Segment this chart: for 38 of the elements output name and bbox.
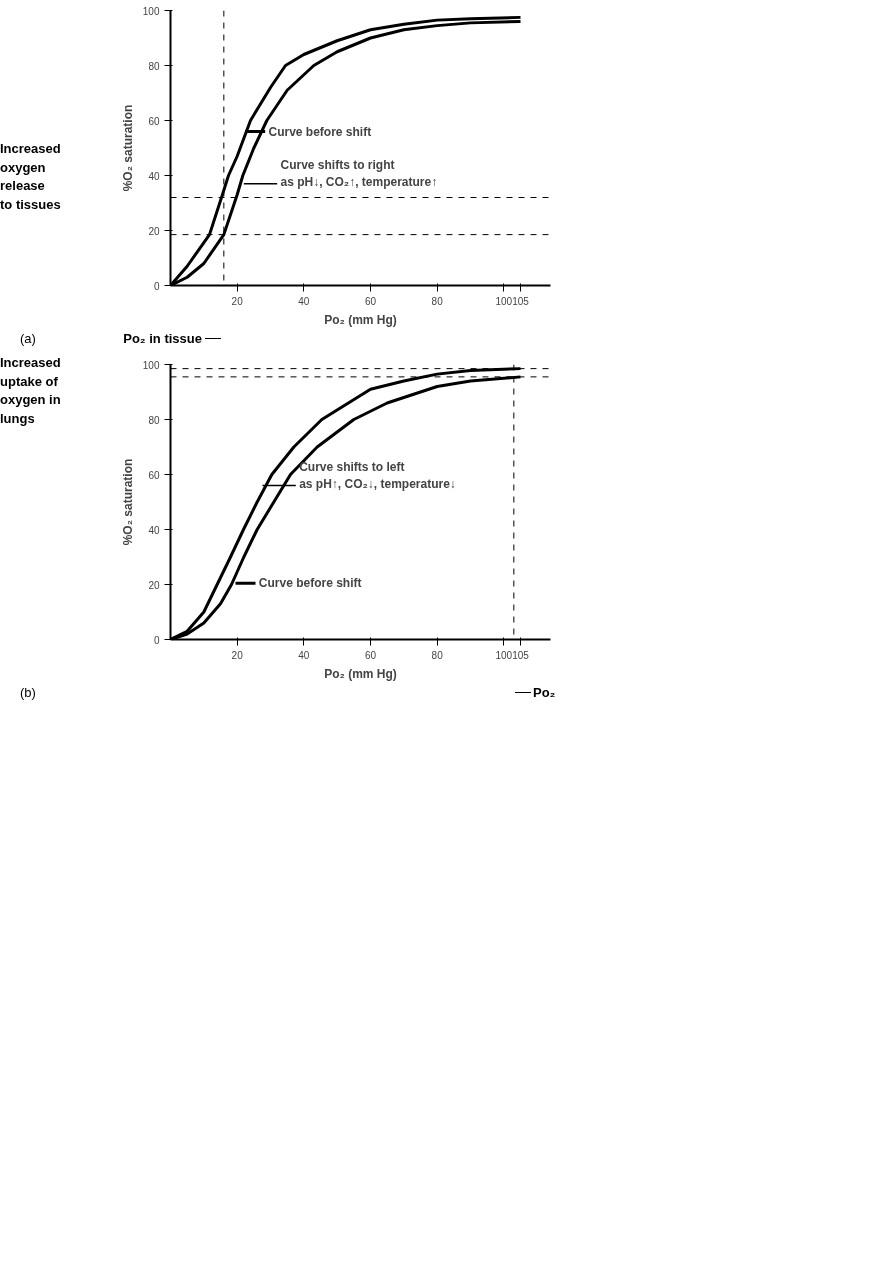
y-axis-title: %O₂ saturation <box>120 104 135 192</box>
text: Increased uptake of oxygen in lungs <box>0 354 61 428</box>
y-tick-label: 100 <box>142 359 160 371</box>
y-tick-label: 100 <box>142 5 160 17</box>
x-tick-label: 40 <box>298 295 310 307</box>
y-tick-label: 60 <box>148 469 160 481</box>
annotation: Curve before shift <box>258 576 362 591</box>
x-tick-label: 80 <box>431 649 444 661</box>
text: (a) <box>20 330 36 348</box>
x-tick-label: 20 <box>231 295 244 307</box>
text: Increased oxygen release to tissues <box>0 140 61 214</box>
text: (b) <box>20 684 36 702</box>
x-tick-label: 40 <box>298 649 310 661</box>
y-tick-label: 40 <box>148 524 160 536</box>
y-tick-label: 40 <box>148 170 160 182</box>
x-tick-label: 20 <box>231 649 244 661</box>
x-tick-label: 105 <box>512 649 530 661</box>
annotation: Curve before shift <box>268 124 372 139</box>
x-tick-label: 100 <box>495 295 513 307</box>
x-tick-label: 105 <box>512 295 530 307</box>
annotation: Curve shifts to right as pH↓, CO₂↑, temperature↑ <box>280 158 438 190</box>
y-tick-label: 0 <box>153 634 160 646</box>
y-axis-title: %O₂ saturation <box>120 458 135 546</box>
x-axis-title: Po₂ (mm Hg) <box>324 666 397 681</box>
x-tick-label: 100 <box>495 649 513 661</box>
x-tick-label: 60 <box>364 295 377 307</box>
x-tick-label: 60 <box>364 649 377 661</box>
legend-label: Po₂ in tissue <box>123 330 202 348</box>
y-tick-label: 20 <box>148 225 160 237</box>
legend-label: Po₂ <box>533 684 556 702</box>
y-tick-label: 80 <box>148 60 160 72</box>
x-tick-label: 80 <box>431 295 444 307</box>
y-tick-label: 20 <box>148 579 160 591</box>
y-tick-label: 60 <box>148 115 160 127</box>
y-tick-label: 80 <box>148 414 160 426</box>
y-tick-label: 0 <box>153 280 160 292</box>
annotation: Curve shifts to left as pH↑, CO₂↓, temperature↓ <box>299 460 456 491</box>
x-axis-title: Po₂ (mm Hg) <box>324 312 397 327</box>
